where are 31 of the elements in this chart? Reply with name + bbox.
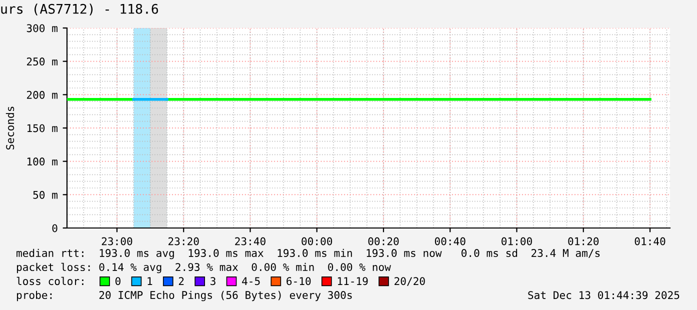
x-tick-label: 23:00 [102,237,132,246]
y-tick-label: 150 m [27,124,58,132]
legend-label: 2 [178,277,184,285]
x-tick-label: 01:40 [634,237,666,246]
y-tick-label: 0 [52,224,58,232]
text: median rtt: 193.0 ms avg 193.0 ms max 193.0 ms min 193.0 ms now 0.0 ms sd 23.4 M am/s [16,248,600,260]
legend-title: loss color: [16,276,84,286]
y-tick-label: 100 m [27,158,58,166]
text: Sat Dec 13 01:44:39 2025 [528,291,680,300]
legend-label: 20/20 [394,277,425,286]
x-tick-label: 01:20 [568,237,599,246]
legend-label: 0 [115,277,120,286]
x-tick-label: 00:40 [434,237,466,246]
x-tick-label: 01:00 [502,237,532,246]
x-tick-label: 23:40 [235,237,266,246]
y-tick-label: 250 m [26,58,58,66]
legend-label: 11-19 [338,277,368,286]
y-tick-label: 200 m [26,90,58,99]
y-axis-title: Seconds [6,106,14,150]
legend-label: 3 [210,277,216,286]
y-tick-label: 300 m [26,24,58,32]
legend-label: 4-5 [242,277,260,286]
x-tick-label: 23:20 [168,237,199,246]
chart-title: urs (AS7712) - 118.6 [1,4,158,16]
x-tick-label: 00:20 [368,237,399,246]
y-tick-label: 50 m [33,190,58,199]
text: probe: 20 ICMP Echo Pings (56 Bytes) every 300s [16,290,352,302]
x-tick-label: 00:00 [302,237,332,246]
legend-label: 1 [148,277,152,285]
legend-label: 6-10 [286,277,311,286]
text: packet loss: 0.14 % avg 2.93 % max 0.00 % min 0.00 % now [16,262,391,274]
